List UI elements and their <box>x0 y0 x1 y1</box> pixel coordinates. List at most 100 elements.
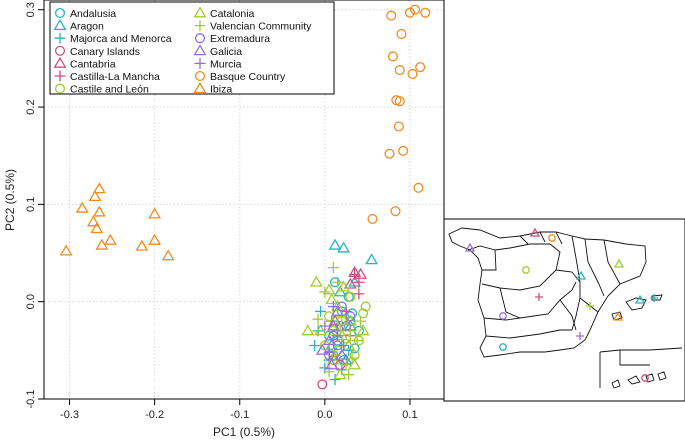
legend-label-canary-islands: Canary Islands <box>70 46 140 58</box>
legend-marker-andalusia <box>54 7 66 19</box>
point-valencian-community <box>346 352 358 364</box>
legend-label-catalonia: Catalonia <box>210 8 255 20</box>
point-catalonia <box>325 293 339 305</box>
point-extremadura <box>341 320 352 332</box>
point-galicia <box>335 348 349 360</box>
point-basque-country <box>396 29 407 40</box>
legend-marker-murcia <box>194 57 206 69</box>
point-basque-country <box>393 121 404 132</box>
point-valencian-community <box>334 325 346 337</box>
aragon-marker <box>575 270 587 280</box>
cantabria-marker <box>529 227 541 237</box>
basque-marker <box>548 234 556 242</box>
legend-box <box>49 1 335 95</box>
extremadura-marker <box>499 312 507 320</box>
point-basque-country <box>410 4 421 15</box>
legend-label-majorca-and-menorca: Majorca and Menorca <box>70 33 172 45</box>
point-ibiza <box>148 233 162 245</box>
point-andalusia <box>349 343 360 354</box>
series-basque-country <box>367 4 431 225</box>
region-boundaries <box>448 227 683 389</box>
point-aragon <box>328 238 342 250</box>
point-murcia <box>323 346 335 358</box>
data-points <box>59 4 431 390</box>
point-ibiza <box>86 215 100 227</box>
x-tick-label: -0.1 <box>230 409 249 421</box>
point-basque-country <box>420 7 431 18</box>
point-valencian-community <box>319 286 331 298</box>
point-valencian-community <box>340 359 352 371</box>
x-tick-label: 0.0 <box>317 409 332 421</box>
catalonia-marker <box>613 258 625 268</box>
point-valencian-community <box>327 262 339 274</box>
point-majorca-and-menorca <box>343 344 355 356</box>
legend-label-andalusia: Andalusia <box>70 8 116 20</box>
point-catalonia <box>342 338 356 350</box>
point-basque-country <box>390 206 401 217</box>
point-catalonia <box>314 324 328 336</box>
point-galicia <box>326 319 340 331</box>
point-catalonia <box>335 329 349 341</box>
map-frame <box>443 218 685 402</box>
castile-leon-marker <box>522 266 530 274</box>
point-valencian-community <box>351 335 363 347</box>
legend-label-castile-and-leon: Castile and León <box>70 84 149 96</box>
point-catalonia <box>301 324 315 336</box>
series-murcia <box>319 301 350 358</box>
point-ibiza <box>148 207 162 219</box>
point-valencian-community <box>312 313 324 325</box>
point-ibiza <box>92 182 106 194</box>
legend-label-galicia: Galicia <box>210 46 242 58</box>
y-tick-label: 0.1 <box>25 197 37 212</box>
x-axis-title: PC1 (0.5%) <box>213 425 275 439</box>
legend-label-murcia: Murcia <box>210 58 242 70</box>
point-basque-country <box>386 10 397 21</box>
legend-marker-valencian-community <box>194 20 206 32</box>
castilla-la-mancha-marker <box>535 293 543 301</box>
point-ibiza <box>92 205 106 217</box>
y-axis-title: PC2 (0.5%) <box>3 169 17 231</box>
point-majorca-and-menorca <box>309 339 321 351</box>
point-basque-country <box>404 7 416 18</box>
point-catalonia <box>348 358 362 370</box>
point-galicia <box>315 343 329 355</box>
legend-label-valencian-community: Valencian Community <box>210 21 312 33</box>
point-majorca-and-menorca <box>329 374 341 386</box>
point-ibiza <box>103 233 117 245</box>
point-ibiza <box>75 201 89 213</box>
point-castile-and-leon <box>345 291 356 302</box>
ibiza-marker <box>612 311 624 321</box>
point-basque-country <box>387 51 398 62</box>
point-galicia <box>322 334 336 346</box>
y-tick-label: 0.2 <box>25 99 37 114</box>
point-cantabria <box>354 267 368 279</box>
x-tick-label: 0.1 <box>402 409 417 421</box>
point-ibiza <box>88 189 102 202</box>
point-ibiza <box>135 239 149 251</box>
point-castilla-la-mancha <box>349 268 361 280</box>
plot-frame <box>43 0 445 400</box>
point-majorca-and-menorca <box>315 305 327 317</box>
legend-label-extremadura: Extremadura <box>210 33 270 45</box>
legend-marker-canary-islands <box>54 45 66 56</box>
point-catalonia <box>309 275 323 287</box>
point-castilla-la-mancha <box>353 276 365 288</box>
point-basque-country <box>394 65 405 76</box>
point-galicia <box>331 304 345 316</box>
point-murcia <box>338 339 350 351</box>
point-catalonia <box>337 280 351 292</box>
andalusia-marker <box>499 343 507 351</box>
point-valencian-community <box>332 276 344 288</box>
legend-marker-majorca-and-menorca <box>54 32 66 44</box>
legend-marker-cantabria <box>53 56 67 68</box>
point-aragon <box>337 241 351 253</box>
point-castile-and-leon <box>324 311 335 322</box>
point-castile-and-leon <box>358 308 369 319</box>
point-basque-country <box>413 182 424 193</box>
point-ibiza <box>161 249 175 261</box>
point-murcia <box>319 320 331 332</box>
galicia-marker <box>464 242 476 252</box>
point-canary-islands <box>317 379 328 390</box>
point-valencian-community <box>323 366 335 378</box>
point-valencian-community <box>355 315 367 327</box>
